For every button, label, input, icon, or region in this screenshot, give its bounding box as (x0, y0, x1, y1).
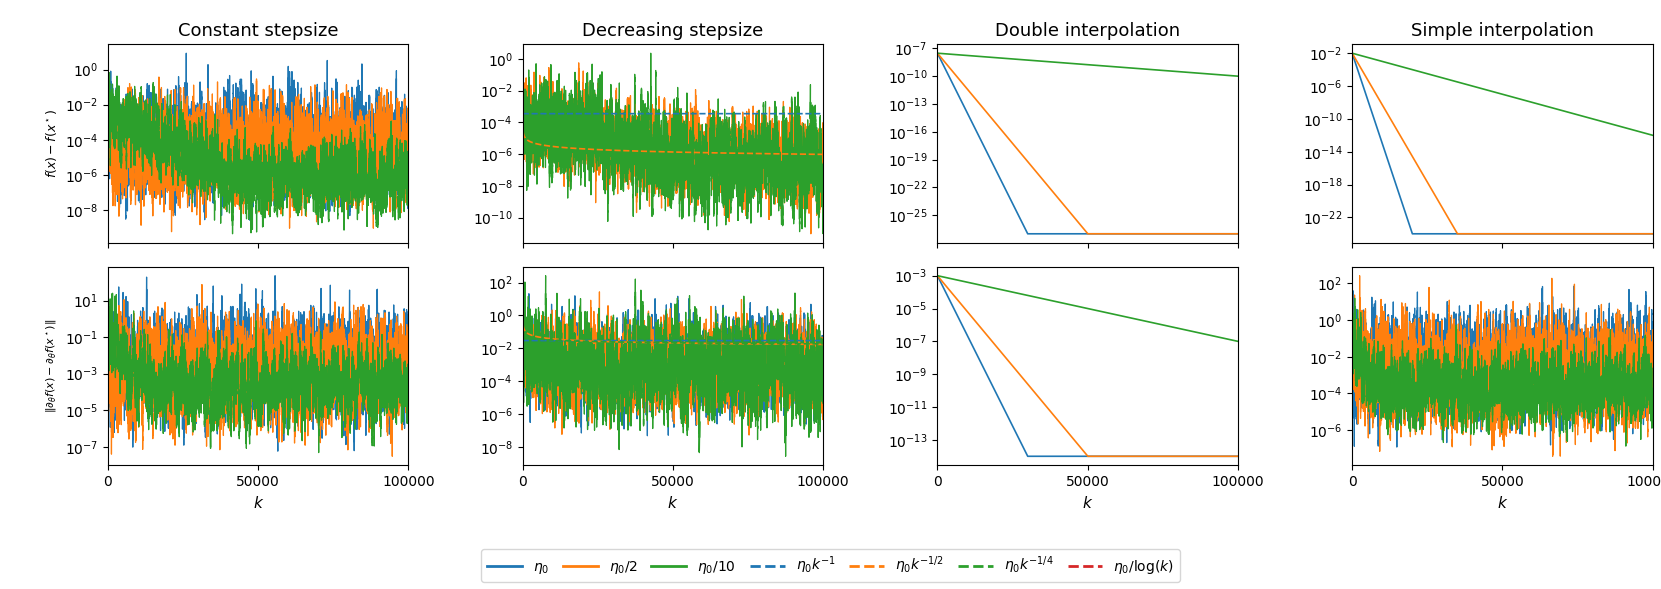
Y-axis label: $f(x) - f(x^\star)$: $f(x) - f(x^\star)$ (45, 109, 60, 178)
Y-axis label: $\|\partial_\theta f(x) - \partial_\theta f(x^\star)\|$: $\|\partial_\theta f(x) - \partial_\thet… (45, 319, 60, 413)
X-axis label: $k$: $k$ (1497, 495, 1508, 511)
Title: Simple interpolation: Simple interpolation (1410, 22, 1595, 40)
X-axis label: $k$: $k$ (1081, 495, 1093, 511)
X-axis label: $k$: $k$ (252, 495, 264, 511)
Title: Constant stepsize: Constant stepsize (178, 22, 339, 40)
Title: Double interpolation: Double interpolation (995, 22, 1181, 40)
Title: Decreasing stepsize: Decreasing stepsize (583, 22, 764, 40)
Legend: $\eta_0$, $\eta_0/2$, $\eta_0/10$, $\eta_0 k^{-1}$, $\eta_0 k^{-1/2}$, $\eta_0 k: $\eta_0$, $\eta_0/2$, $\eta_0/10$, $\eta… (482, 550, 1179, 582)
X-axis label: $k$: $k$ (668, 495, 679, 511)
